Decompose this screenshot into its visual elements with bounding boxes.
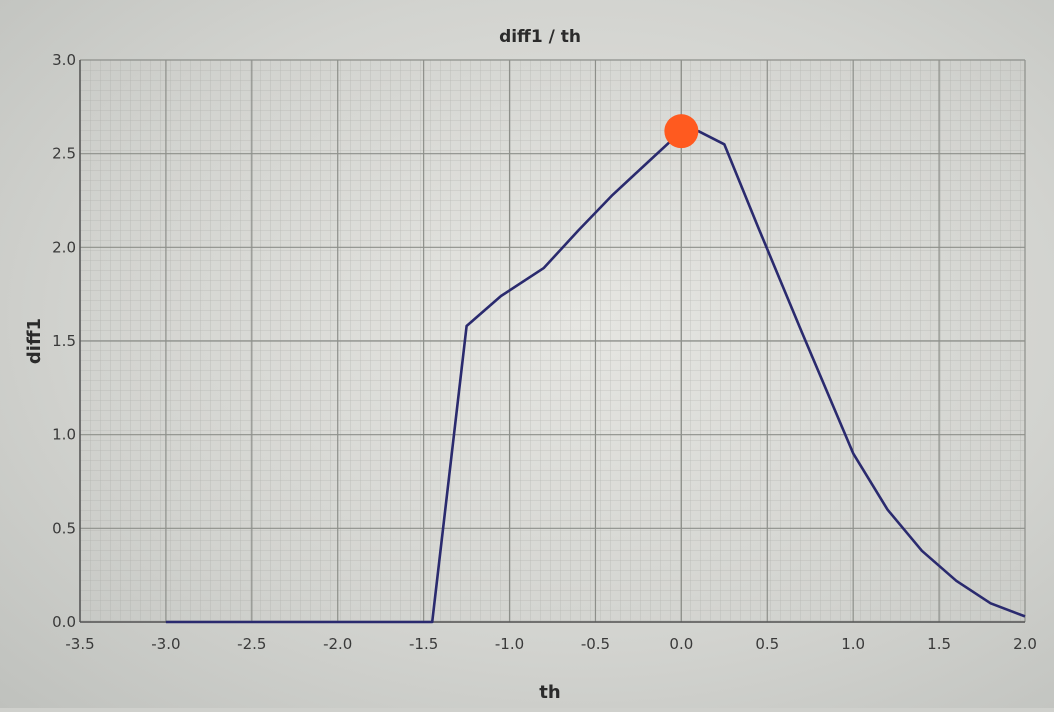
y-tick-label: 1.5 xyxy=(52,332,76,350)
y-tick-label: 0.0 xyxy=(52,613,76,631)
x-axis-title: th xyxy=(539,682,560,703)
series-line xyxy=(165,129,1026,624)
x-tick-label: -3.5 xyxy=(65,635,94,653)
x-tick-label: 0.5 xyxy=(755,635,779,653)
highlight-marker xyxy=(664,114,699,149)
y-axis-title: diff1 xyxy=(24,318,45,364)
x-tick-label: -1.0 xyxy=(495,635,524,653)
x-tick-label: 1.0 xyxy=(841,635,865,653)
x-tick-label: -3.0 xyxy=(151,635,180,653)
x-tick-label: -2.0 xyxy=(323,635,352,653)
x-tick-label: 0.0 xyxy=(669,635,693,653)
y-tick-label: 3.0 xyxy=(52,51,76,69)
series xyxy=(165,114,1026,624)
x-tick-label: -2.5 xyxy=(237,635,266,653)
x-tick-label: 1.5 xyxy=(927,635,951,653)
grid xyxy=(79,59,1026,623)
y-tick-label: 2.5 xyxy=(52,145,76,163)
y-tick-label: 1.0 xyxy=(52,426,76,444)
tick-labels: -3.5 -3.0 -2.5 -2.0 -1.5 -1.0 -0.5 0.0 0.5 1.0 1.5… xyxy=(52,51,1037,653)
x-tick-label: -1.5 xyxy=(409,635,438,653)
y-tick-label: 2.0 xyxy=(52,238,76,256)
y-tick-label: 0.5 xyxy=(52,519,76,537)
chart-title: diff1 / th xyxy=(499,27,581,47)
x-tick-label: 2.0 xyxy=(1013,635,1037,653)
x-tick-label: -0.5 xyxy=(581,635,610,653)
